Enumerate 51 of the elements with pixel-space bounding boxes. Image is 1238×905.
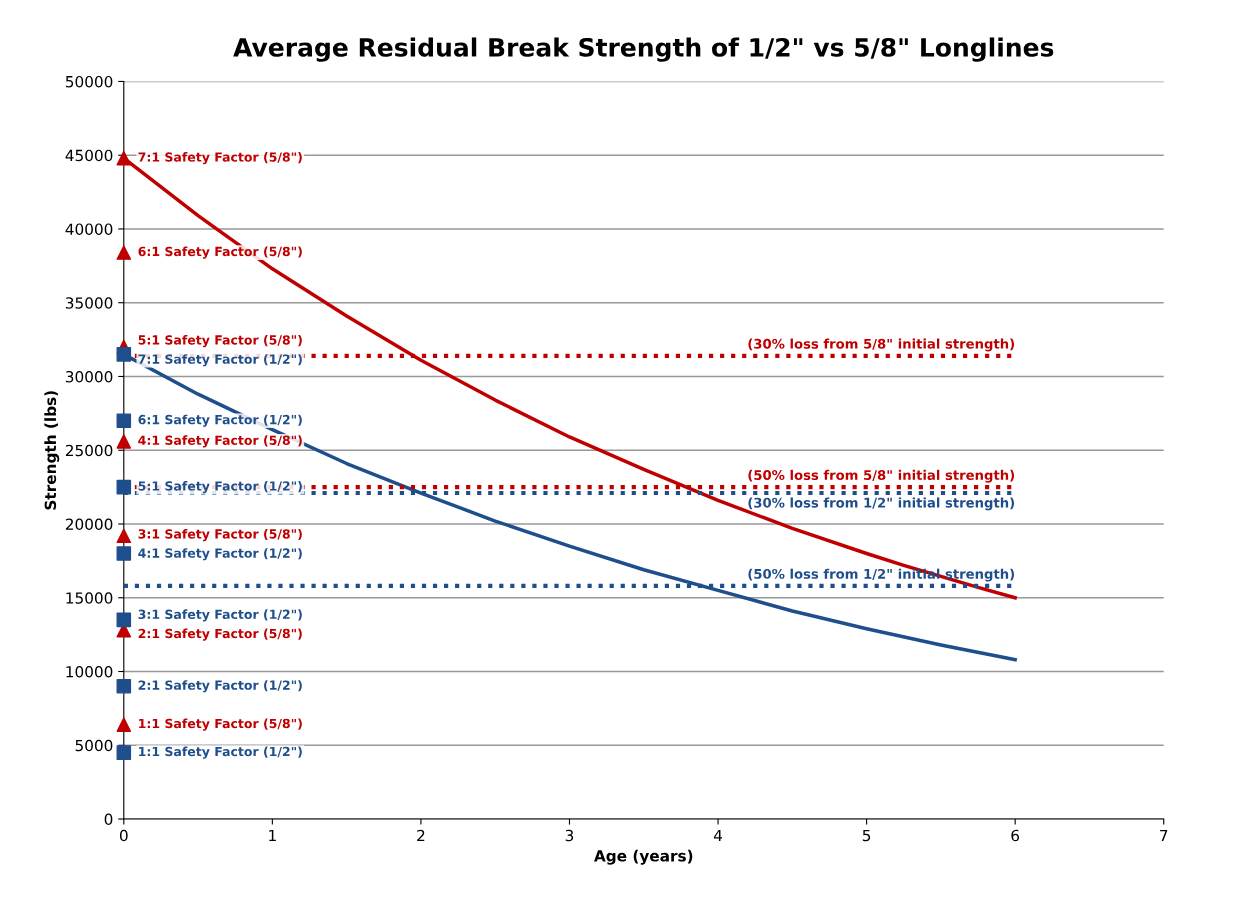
data-label: 7:1 Safety Factor (5/8") (138, 152, 302, 165)
data-label: 4:1 Safety Factor (5/8") (138, 435, 302, 448)
y-tick-label: 20000 (65, 518, 113, 531)
x-tick-label: 4 (713, 829, 723, 842)
y-tick-label: 30000 (65, 370, 113, 383)
chart-title: Average Residual Break Strength of 1/2" vs 5/8" Longlines (233, 37, 1054, 62)
y-tick-label: 25000 (65, 444, 113, 457)
data-label: 2:1 Safety Factor (1/2") (138, 680, 302, 693)
y-tick-label: 0 (104, 813, 113, 826)
data-label: 1:1 Safety Factor (5/8") (139, 718, 302, 731)
data-label: 6:1 Safety Factor (5/8") (138, 246, 302, 259)
y-tick-label: 40000 (65, 223, 113, 235)
point (116, 745, 132, 760)
y-tick-label: 5000 (75, 739, 113, 752)
x-tick-label: 5 (862, 829, 871, 842)
point (116, 413, 132, 429)
point (116, 528, 132, 544)
y-tick-label: 50000 (65, 75, 113, 88)
point (116, 612, 132, 628)
point (116, 150, 132, 166)
x-axis-title: Age (years) (594, 849, 693, 865)
x-tick-label: 0 (119, 829, 128, 842)
point (116, 434, 132, 449)
series-label: (30% loss from 5/8" initial strength) (748, 338, 1015, 352)
data-label: 3:1 Safety Factor (5/8") (138, 528, 302, 542)
y-tick-label: 45000 (65, 149, 113, 162)
series-label: (50% loss from 5/8" initial strength) (748, 469, 1015, 483)
y-axis-title: Strength (lbs) (44, 391, 60, 510)
x-tick-label: 3 (565, 829, 574, 842)
point (116, 245, 132, 260)
data-label: 4:1 Safety Factor (1/2") (138, 548, 302, 561)
point (116, 546, 132, 561)
data-label: 5:1 Safety Factor (5/8") (138, 334, 302, 348)
y-tick-label: 10000 (66, 665, 113, 678)
x-tick-label: 7 (1160, 829, 1168, 842)
data-label: 3:1 Safety Factor (1/2") (138, 609, 302, 622)
point (116, 717, 132, 732)
data-label: 6:1 Safety Factor (1/2") (138, 414, 302, 427)
point (116, 347, 132, 362)
series-label: (30% loss from 1/2" initial strength) (748, 497, 1015, 511)
y-tick-label: 35000 (65, 297, 113, 309)
data-label: 1:1 Safety Factor (1/2") (139, 746, 302, 759)
point (116, 678, 132, 694)
x-tick-label: 1 (269, 829, 276, 842)
data-label: 5:1 Safety Factor (1/2") (138, 481, 302, 494)
data-label: 7:1 Safety Factor (1/2") (138, 354, 302, 367)
x-tick-label: 2 (417, 829, 425, 842)
y-tick-label: 15000 (66, 592, 113, 604)
point (116, 479, 132, 495)
data-label: 2:1 Safety Factor (5/8") (138, 628, 302, 641)
x-tick-label: 6 (1011, 829, 1020, 842)
